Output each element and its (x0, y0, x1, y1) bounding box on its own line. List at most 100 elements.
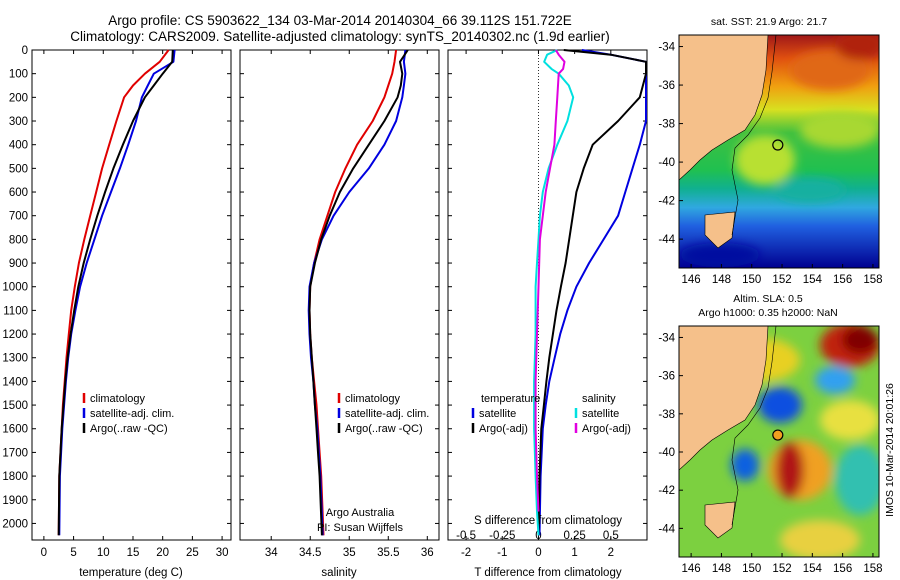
t-diff-tick-label: 2 (608, 547, 614, 559)
lon-tick-label: 150 (742, 274, 761, 286)
depth-tick-label: 200 (9, 92, 28, 104)
lon-tick-label: 146 (682, 563, 701, 575)
depth-tick-label: 1700 (2, 447, 28, 459)
sla-lon-tick-labels: 146 148 150 152 154 156 158 (682, 553, 883, 575)
sla-land (679, 326, 769, 471)
depth-tick-label: 1800 (2, 471, 28, 483)
lat-tick-label: -36 (658, 371, 675, 383)
sla-map-panel: Altim. SLA: 0.5 Argo h1000: 0.35 h2000: … (658, 293, 883, 575)
t-diff-tick-label: 1 (571, 547, 577, 559)
lat-tick-label: -34 (658, 332, 675, 344)
depth-tick-label: 700 (9, 211, 28, 223)
legend-label: satellite-adj. clim. (90, 408, 174, 420)
figure-title-line2: Climatology: CARS2009. Satellite-adjuste… (70, 29, 610, 44)
x-tick-label: 34.5 (299, 547, 321, 559)
depth-tick-label: 1100 (3, 305, 28, 317)
sla-lat-tick-labels: -34 -36 -38 -40 -42 -44 (658, 332, 683, 535)
lon-tick-label: 158 (863, 563, 882, 575)
depth-tick-label: 100 (9, 69, 28, 81)
depth-tick-label: 300 (9, 116, 28, 128)
series-line-argo-raw-qc- (308, 49, 409, 536)
sla-argo-marker (772, 429, 784, 441)
credit-line2: PI: Susan Wijffels (317, 522, 403, 534)
salinity-series-lines (307, 49, 409, 536)
lon-tick-label: 154 (803, 274, 823, 286)
tasmania-land (704, 211, 736, 249)
s-difference-axis-label: S difference from climatology (474, 515, 622, 527)
sst-map-title: sat. SST: 21.9 Argo: 21.7 (711, 16, 827, 28)
x-tick-label: 35.5 (377, 547, 399, 559)
x-tick-label: 0 (41, 547, 47, 559)
x-tick-label: 15 (127, 547, 140, 559)
sla-shelf-contour (731, 326, 777, 526)
sst-lon-tick-labels: 146 148 150 152 154 156 158 (682, 264, 883, 286)
temperature-series-lines (57, 49, 176, 536)
series-line-salinity-argo-adj- (534, 49, 566, 512)
x-tick-label: 25 (186, 547, 199, 559)
lat-tick-label: -38 (658, 409, 675, 421)
depth-tick-label: 400 (9, 140, 28, 152)
lat-tick-label: -42 (658, 485, 675, 497)
lat-tick-label: -38 (658, 119, 675, 131)
s-diff-tick-label: -0.5 (456, 530, 476, 542)
figure-title-line1: Argo profile: CS 5903622_134 03-Mar-2014… (108, 13, 572, 28)
temperature-tick-labels: 0 5 10 15 20 25 300100200300400500600700800900… (2, 45, 231, 559)
x-tick-label: 10 (97, 547, 110, 559)
legend-label: satellite-adj. clim. (345, 408, 429, 420)
depth-tick-label: 900 (9, 258, 28, 270)
difference-axes-box (447, 49, 648, 541)
salinity-axis-label: salinity (321, 567, 356, 579)
salinity-tick-labels: 34 34.5 35 35.5 36 (240, 49, 439, 559)
imos-timestamp: IMOS 10-Mar-2014 20:01:26 (884, 383, 896, 517)
x-tick-label: 35 (343, 547, 356, 559)
x-tick-label: 5 (70, 547, 76, 559)
lon-tick-label: 154 (803, 563, 823, 575)
x-tick-label: 20 (156, 547, 169, 559)
lat-tick-label: -44 (658, 234, 675, 246)
s-diff-tick-label: 0.5 (603, 530, 619, 542)
legend-label: satellite (479, 408, 516, 420)
salinity-axes-box (239, 49, 440, 541)
lat-tick-label: -42 (658, 196, 675, 208)
credit-line1: Argo Australia (326, 507, 395, 519)
legend-label: climatology (90, 393, 146, 405)
temperature-axis-label: temperature (deg C) (79, 567, 183, 579)
lon-tick-label: 152 (772, 274, 791, 286)
lon-tick-label: 146 (682, 274, 701, 286)
sla-map-title-line1: Altim. SLA: 0.5 (733, 293, 803, 305)
difference-series-lines (533, 49, 647, 536)
depth-tick-label: 1300 (2, 353, 28, 365)
lat-tick-label: -40 (658, 157, 675, 169)
legend-label: Argo(..raw -QC) (345, 423, 423, 435)
depth-tick-label: 1900 (2, 495, 28, 507)
legend-heading-salinity: salinity (582, 393, 616, 405)
t-difference-axis-label: T difference from climatology (474, 567, 621, 579)
series-line-salinity-satellite (533, 49, 575, 536)
depth-tick-label: 0 (22, 45, 28, 57)
lon-tick-label: 148 (712, 274, 731, 286)
sla-map-box (678, 325, 880, 558)
sst-land (679, 35, 769, 181)
series-line-climatology (308, 49, 398, 536)
depth-tick-label: 1500 (2, 400, 28, 412)
difference-panel: -2 -1 0 1 2 -0.5 -0.25 0 0.25 0.5 S difference f… (447, 49, 648, 579)
sla-map-title-line2: Argo h1000: 0.35 h2000: NaN (698, 307, 838, 319)
lat-tick-label: -40 (658, 447, 675, 459)
depth-tick-label: 800 (9, 234, 28, 246)
temperature-panel: 0 5 10 15 20 25 300100200300400500600700800900… (2, 45, 232, 579)
legend-heading-temperature: temperature (481, 393, 540, 405)
legend-label: Argo(-adj) (479, 423, 528, 435)
legend-label: satellite (582, 408, 619, 420)
depth-tick-label: 1000 (2, 282, 28, 294)
sst-shelf-contour (731, 35, 777, 236)
depth-tick-label: 600 (9, 187, 28, 199)
depth-tick-label: 2000 (2, 518, 28, 530)
depth-tick-label: 1200 (2, 329, 28, 341)
legend-label: Argo(-adj) (582, 423, 631, 435)
sst-map-panel: sat. SST: 21.9 Argo: 21.7 146 148 150 152 15… (658, 16, 883, 286)
depth-tick-label: 500 (9, 163, 28, 175)
series-line-temperature-argo-adj- (537, 49, 647, 536)
s-diff-tick-label: -0.25 (489, 530, 515, 542)
x-tick-label: 34 (265, 547, 278, 559)
